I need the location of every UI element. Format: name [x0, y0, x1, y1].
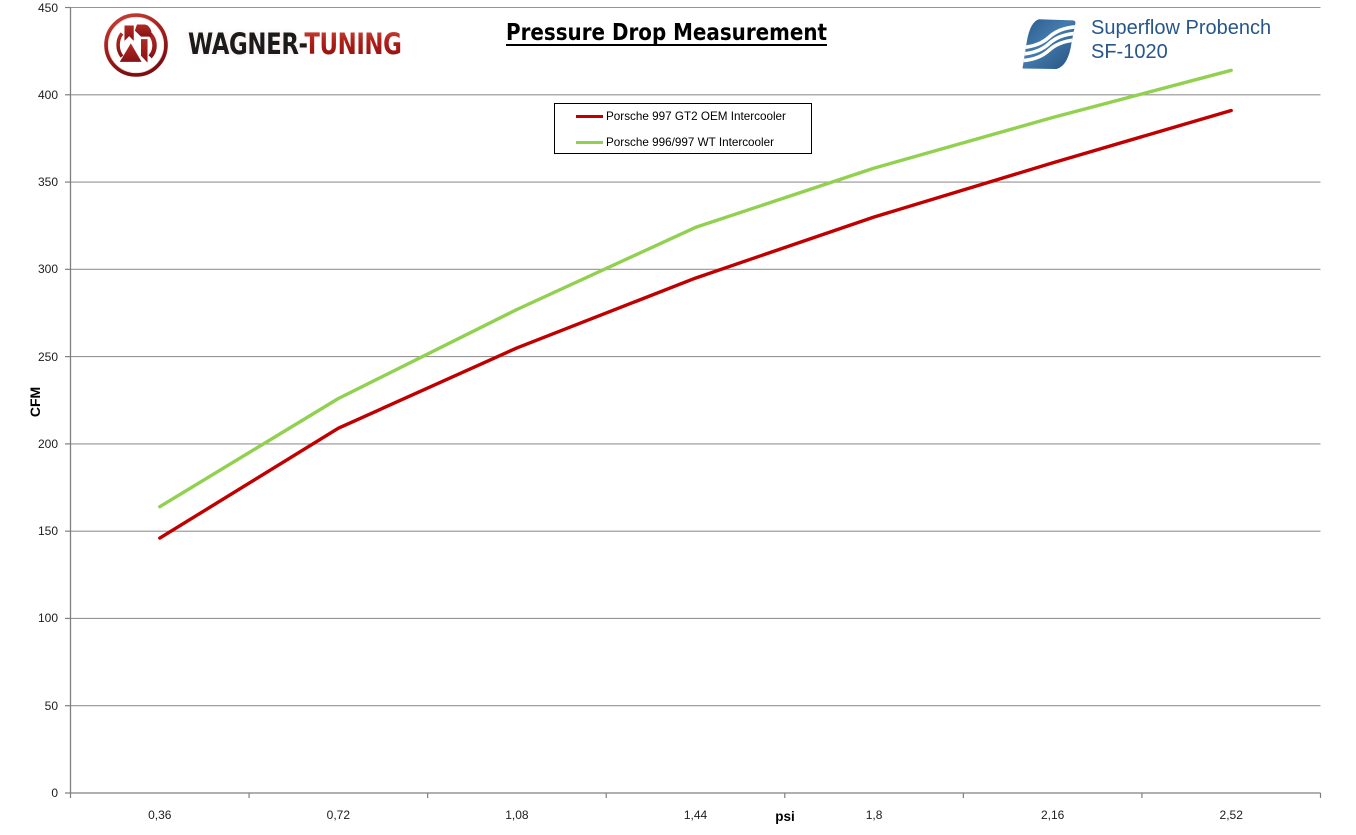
x-tick-label-2: 1,08: [505, 808, 529, 822]
wagner-tuning-logo-icon: [104, 13, 168, 77]
superflow-caption-line1: Superflow Probench: [1091, 17, 1272, 39]
chart-title: Pressure Drop Measurement: [506, 20, 828, 46]
legend-swatch-0: [576, 114, 603, 118]
y-tick-label-350: 350: [37, 175, 58, 190]
x-tick-label-5: 2,16: [1040, 808, 1065, 822]
y-axis-title: CFM: [27, 386, 43, 418]
y-tick-label-250: 250: [37, 349, 58, 364]
legend-item-0: Porsche 997 GT2 OEM Intercooler: [555, 107, 811, 125]
x-tick-label-4: 1,8: [865, 808, 883, 822]
superflow-caption-line2: SF-1020: [1091, 40, 1168, 63]
series-line-0: [158, 108, 1233, 540]
legend-label-0: Porsche 997 GT2 OEM Intercooler: [606, 109, 786, 123]
y-tick-label-150: 150: [37, 524, 58, 539]
legend: Porsche 997 GT2 OEM Intercooler Porsche 9…: [554, 103, 812, 154]
legend-item-1: Porsche 996/997 WT Intercooler: [555, 134, 811, 152]
y-tick-label-50: 50: [44, 698, 58, 713]
legend-swatch-1: [576, 141, 603, 144]
superflow-logo-icon: [1022, 19, 1076, 69]
x-tick-label-0: 0,36: [148, 808, 172, 822]
y-tick-label-300: 300: [37, 262, 58, 277]
x-tick-label-1: 0,72: [326, 808, 351, 822]
y-tick-label-0: 0: [51, 786, 58, 800]
x-axis-title: psi: [775, 809, 795, 824]
x-tick-label-3: 1,44: [683, 808, 708, 822]
y-tick-label-450: 450: [37, 0, 58, 15]
wagner-tuning-wordmark: WAGNER-TUNING: [188, 27, 402, 61]
y-tick-label-200: 200: [37, 436, 58, 451]
y-tick-label-400: 400: [37, 87, 58, 102]
legend-label-1: Porsche 996/997 WT Intercooler: [606, 136, 775, 149]
wagner-wordmark-black: WAGNER-: [188, 27, 305, 61]
series-line-1: [158, 68, 1233, 509]
y-tick-label-100: 100: [37, 611, 58, 626]
superflow-caption: Superflow Probench SF-1020: [1091, 17, 1271, 64]
x-tick-label-6: 2,52: [1219, 808, 1243, 822]
wagner-wordmark-red: TUNING: [304, 27, 402, 61]
